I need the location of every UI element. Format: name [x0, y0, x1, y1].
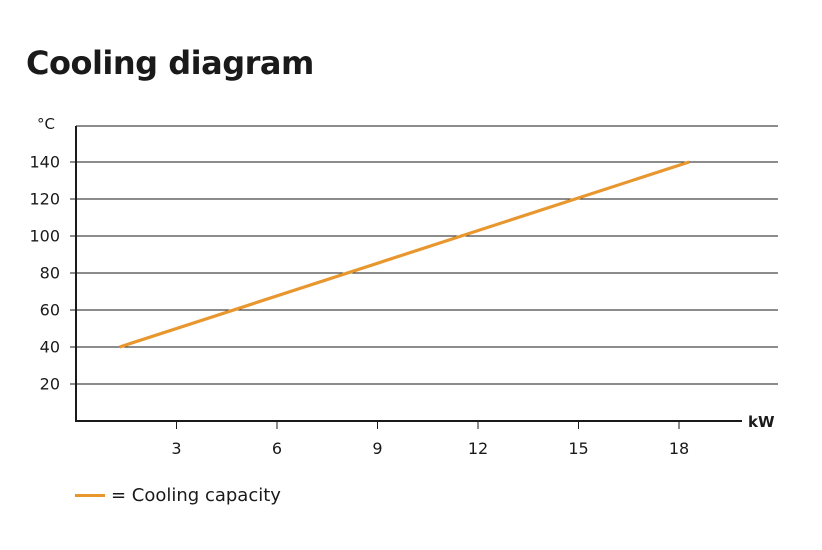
x-tick-label-15: 15 — [568, 439, 588, 458]
chart-legend: = Cooling capacity — [75, 484, 281, 506]
ticks: 20 40 60 80 100 120 140 3 6 9 12 15 18 — [29, 153, 689, 459]
x-tick-label-6: 6 — [272, 439, 282, 458]
x-tick-label-12: 12 — [468, 439, 488, 458]
axes — [75, 126, 742, 422]
x-tick-label-9: 9 — [372, 439, 382, 458]
x-tick-label-3: 3 — [171, 439, 181, 458]
y-tick-label-140: 140 — [29, 153, 60, 172]
y-axis-unit-label: °C — [37, 115, 55, 133]
series-line-cooling-capacity — [119, 160, 690, 349]
x-axis-unit-label: kW — [748, 413, 775, 431]
y-tick-label-20: 20 — [40, 375, 60, 394]
y-tick-label-100: 100 — [29, 227, 60, 246]
y-tick-label-40: 40 — [40, 338, 60, 357]
y-tick-label-120: 120 — [29, 190, 60, 209]
x-tick-label-18: 18 — [669, 439, 689, 458]
series-layer — [119, 160, 690, 349]
grid-lines — [70, 125, 778, 385]
y-tick-label-60: 60 — [40, 301, 60, 320]
chart-title: Cooling diagram — [26, 44, 314, 82]
legend-label-cooling-capacity: = Cooling capacity — [111, 484, 281, 506]
legend-swatch-cooling-capacity — [75, 493, 105, 497]
y-tick-label-80: 80 — [40, 264, 60, 283]
